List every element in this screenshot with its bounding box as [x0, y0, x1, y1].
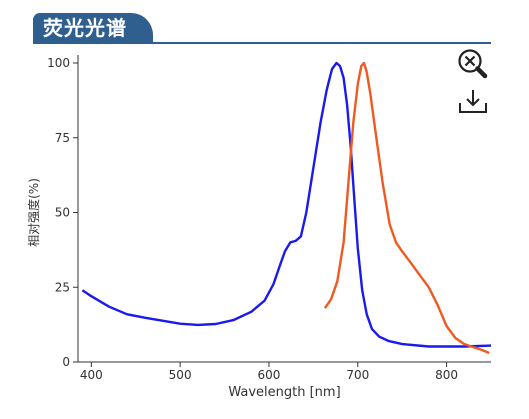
section-title-tab: 荧光光谱: [33, 13, 153, 43]
x-tick-label: 400: [80, 368, 103, 382]
section-title: 荧光光谱: [43, 16, 127, 40]
section-title-rule: [33, 42, 491, 44]
download-button[interactable]: [456, 86, 490, 116]
download-icon: [459, 90, 487, 113]
x-tick-label: 600: [258, 368, 281, 382]
y-tick-label: 0: [62, 355, 70, 369]
blue-spectrum-line: [81, 61, 492, 348]
chart-series: [81, 61, 492, 355]
chart-axes: 0 25 50 75 100 400 500 600 700 800: [47, 55, 491, 382]
x-tick-label: 800: [435, 368, 458, 382]
x-tick-label: 700: [346, 368, 369, 382]
y-tick-label: 75: [55, 131, 70, 145]
y-tick-label: 50: [55, 206, 70, 220]
y-tick-label: 25: [55, 280, 70, 294]
y-axis-label: 相对强度(%): [26, 178, 41, 247]
orange-spectrum-line: [323, 61, 490, 355]
x-tick-label: 500: [169, 368, 192, 382]
zoom-reset-button[interactable]: [455, 46, 491, 80]
y-tick-label: 100: [47, 56, 70, 70]
zoom-reset-icon: [458, 49, 488, 79]
x-axis-label: Wavelength [nm]: [228, 385, 340, 400]
